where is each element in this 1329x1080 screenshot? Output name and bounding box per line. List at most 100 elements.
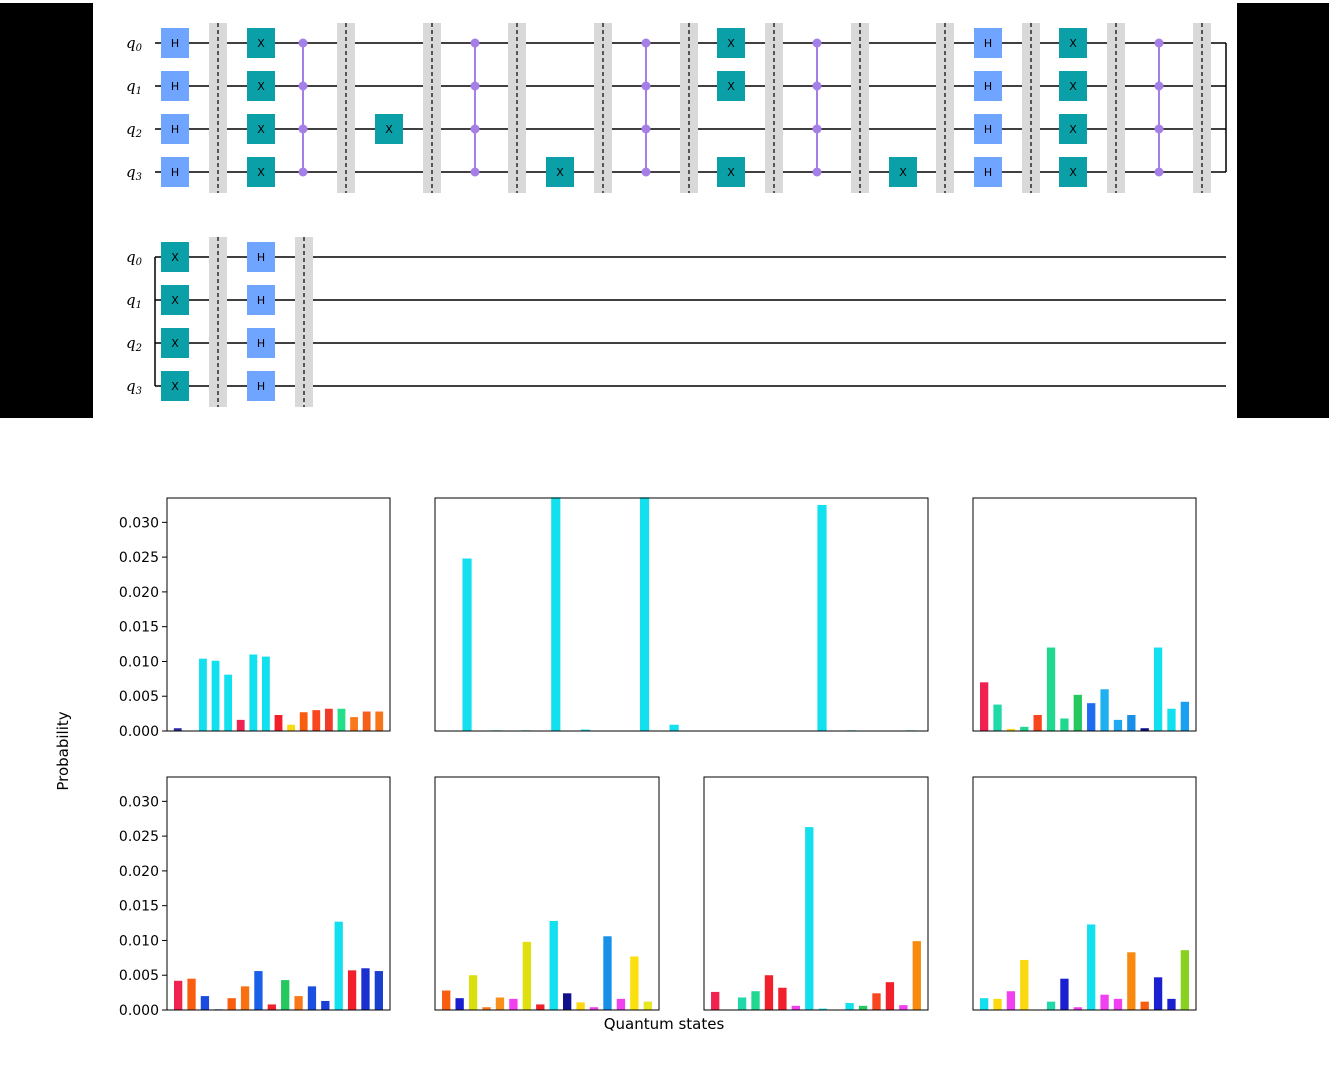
bar-p5-12 [603, 936, 612, 1010]
gate-label-r1-9-q3: X [556, 166, 564, 179]
bar-p1-5 [236, 719, 245, 731]
bar-p4-14 [361, 968, 370, 1010]
bar-p3-15 [1180, 701, 1189, 731]
ytick-label-p4-4: 0.020 [119, 864, 159, 880]
bar-p1-7 [262, 656, 270, 731]
bar-p7-13 [1153, 977, 1163, 1010]
gate-label-r1-2-q1: X [257, 80, 265, 93]
bar-p5-11 [589, 1007, 599, 1010]
ytick-label-p1-4: 0.020 [119, 585, 159, 601]
bar-p6-4 [764, 975, 774, 1010]
bar-p5-7 [536, 1004, 545, 1010]
x-gate-r1-2-q0 [247, 28, 275, 58]
bar-p3-4 [1033, 715, 1042, 731]
h-gate-r2-2-q3 [247, 371, 275, 401]
panel-frame-p2 [434, 497, 929, 732]
bar-p3-10 [1113, 719, 1123, 731]
bar-p6-6 [791, 1005, 801, 1010]
bar-p4-15 [374, 971, 383, 1010]
bar-p7-11 [1127, 952, 1136, 1010]
bar-p6-2 [737, 997, 747, 1010]
bar-p2-7 [551, 497, 561, 731]
gate-label-r1-21-q0: X [1069, 37, 1077, 50]
ytick-label-p4-1: 0.005 [119, 968, 159, 984]
x-gate-r1-21-q2 [1059, 114, 1087, 144]
gate-label-r1-0-q0: H [171, 37, 179, 50]
bar-p4-8 [281, 980, 290, 1010]
bar-p5-5 [509, 998, 518, 1010]
ytick-label-p4-5: 0.025 [119, 829, 159, 845]
h-gate-r1-0-q2 [161, 114, 189, 144]
bar-p2-1 [462, 558, 472, 731]
bar-p1-8 [274, 715, 283, 731]
cz-dot-r1-15-3 [812, 167, 822, 177]
bar-p6-15 [912, 941, 921, 1010]
bar-p7-12 [1140, 1001, 1149, 1010]
bar-p4-10 [307, 986, 317, 1010]
bar-p5-4 [495, 997, 505, 1010]
bar-p5-14 [630, 956, 639, 1010]
h-gate-r1-0-q0 [161, 28, 189, 58]
gate-label-r1-21-q3: X [1069, 166, 1077, 179]
h-gate-r1-0-q3 [161, 157, 189, 187]
panel-frame-p6 [703, 776, 929, 1011]
gate-label-r1-0-q1: H [171, 80, 179, 93]
gate-label-r2-2-q2: H [257, 337, 265, 350]
x-gate-r2-0-q0 [161, 242, 189, 272]
bar-p1-4 [224, 674, 233, 731]
bar-p6-3 [751, 991, 760, 1010]
bar-p5-6 [522, 941, 532, 1010]
x-axis-title: Quantum states [603, 1015, 725, 1033]
h-gate-r2-2-q0 [247, 242, 275, 272]
gate-label-r1-0-q2: H [171, 123, 179, 136]
bar-p5-15 [643, 1001, 652, 1010]
bar-p3-9 [1100, 689, 1109, 731]
ytick-label-p1-6: 0.030 [119, 515, 159, 531]
bar-p2-13 [639, 497, 650, 731]
gate-label-r1-13-q3: X [727, 166, 735, 179]
bar-p1-14 [350, 717, 358, 731]
bar-p5-10 [576, 1002, 585, 1010]
bar-p6-10 [845, 1003, 854, 1010]
bar-p6-8 [818, 1008, 827, 1010]
gate-label-r1-2-q3: X [257, 166, 265, 179]
bar-p4-4 [227, 998, 236, 1010]
bar-p6-12 [872, 993, 881, 1010]
panel-frame-p5 [434, 776, 660, 1011]
gate-label-r1-2-q0: X [257, 37, 265, 50]
bar-p7-7 [1073, 1007, 1082, 1010]
bar-p7-2 [1006, 991, 1016, 1010]
x-gate-r1-13-q0 [717, 28, 745, 58]
x-gate-r1-13-q3 [717, 157, 745, 187]
bar-p7-5 [1046, 1001, 1056, 1010]
cz-dot-r1-11-3 [641, 167, 651, 177]
gate-label-r1-5-q2: X [385, 123, 393, 136]
cz-dot-r1-7-3 [470, 167, 480, 177]
bar-p4-11 [321, 1000, 330, 1010]
bar-p7-3 [1020, 959, 1029, 1010]
cz-dot-r1-23-0 [1154, 38, 1164, 48]
cz-dot-r1-7-2 [470, 124, 480, 134]
cz-dot-r1-11-2 [641, 124, 651, 134]
cz-dot-r1-3-3 [298, 167, 308, 177]
h-gate-r1-0-q1 [161, 71, 189, 101]
gate-label-r1-19-q3: H [984, 166, 992, 179]
ytick-label-p4-6: 0.030 [119, 794, 159, 810]
bar-p5-13 [616, 998, 626, 1010]
bar-p4-1 [187, 978, 196, 1010]
bar-p7-14 [1167, 998, 1176, 1010]
bar-p6-5 [778, 987, 787, 1010]
bar-p1-13 [337, 708, 346, 731]
bar-p3-12 [1140, 728, 1149, 731]
gate-label-r1-19-q1: H [984, 80, 992, 93]
ytick-label-p4-2: 0.010 [119, 933, 159, 949]
bar-p3-2 [1006, 728, 1016, 731]
x-gate-r1-21-q0 [1059, 28, 1087, 58]
x-gate-r1-2-q1 [247, 71, 275, 101]
gate-label-r2-2-q1: H [257, 294, 265, 307]
bar-p7-15 [1180, 950, 1189, 1010]
bar-p3-11 [1127, 715, 1136, 731]
ytick-label-p1-2: 0.010 [119, 654, 159, 670]
cz-dot-r1-15-1 [812, 81, 822, 91]
x-gate-r1-5-q2 [375, 114, 403, 144]
